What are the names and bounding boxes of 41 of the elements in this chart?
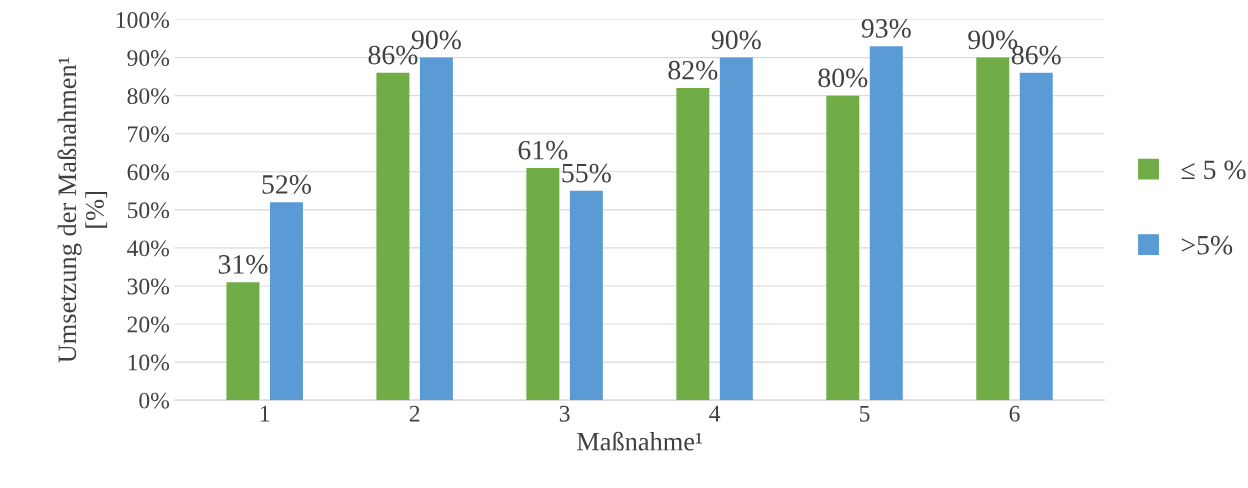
y-tick-label: 90%	[127, 50, 170, 67]
y-tick-label: 50%	[127, 202, 170, 219]
y-tick-label: 100%	[116, 12, 170, 29]
bar	[376, 72, 410, 401]
legend-label: >5%	[1181, 235, 1233, 255]
y-tick-label: 10%	[128, 354, 170, 371]
legend-label: ≤ 5 %	[1181, 160, 1246, 180]
y-tick-label: 20%	[127, 316, 170, 333]
data-label: 93%	[861, 19, 911, 38]
data-label: 82%	[668, 60, 718, 80]
bar	[676, 88, 710, 401]
data-label: 90%	[711, 30, 761, 50]
x-tick-label: 2	[409, 405, 420, 422]
data-label: 80%	[818, 68, 868, 88]
bar	[869, 46, 903, 401]
y-tick-label: 0%	[139, 392, 170, 409]
bar	[269, 202, 303, 401]
y-tick-label: 80%	[127, 88, 170, 105]
x-tick-label: 6	[1009, 405, 1020, 422]
x-axis-title: Maßnahme¹	[577, 431, 702, 451]
data-label: 55%	[562, 163, 611, 183]
x-tick-label: 5	[860, 405, 870, 422]
y-tick-label: 60%	[127, 164, 170, 181]
x-tick-label: 3	[559, 405, 570, 422]
bar	[719, 57, 753, 401]
bar	[226, 282, 260, 401]
y-tick-label: 40%	[127, 240, 170, 257]
bar	[526, 167, 560, 401]
data-label: 52%	[262, 175, 311, 194]
bar	[1019, 72, 1053, 401]
bar	[826, 95, 860, 401]
data-label: 31%	[218, 255, 268, 274]
y-axis-title: Umsetzung der Maßnahmen¹ [%]	[57, 57, 108, 363]
bar	[976, 57, 1010, 401]
y-tick-label: 70%	[128, 126, 170, 143]
bar	[569, 190, 603, 401]
x-tick-label: 1	[260, 405, 270, 422]
x-tick-label: 4	[709, 405, 721, 422]
data-label: 61%	[518, 140, 568, 160]
y-tick-label: 30%	[127, 278, 170, 295]
bar	[419, 57, 453, 401]
